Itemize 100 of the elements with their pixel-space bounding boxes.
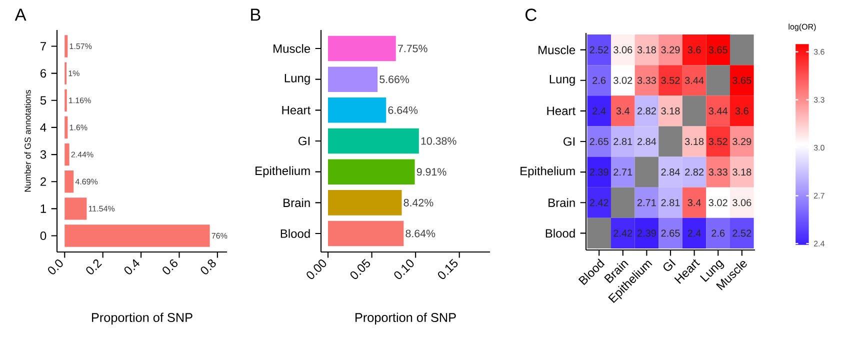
x-tick-label: 0.05 — [350, 258, 370, 280]
y-tick-label: 7 — [40, 42, 46, 50]
chart-title: B — [251, 8, 260, 21]
chart-title: C — [526, 8, 536, 21]
y-tick-label: 3 — [40, 150, 46, 159]
data-label: 3.52 — [708, 138, 728, 146]
y-tick-label: Heart — [547, 106, 576, 116]
data-label: 3.29 — [661, 46, 680, 54]
data-label: 2.65 — [590, 138, 608, 146]
y-axis-title: Number of GS annotations — [24, 90, 31, 192]
y-tick-label: Brain — [284, 198, 310, 208]
data-label: 2.39 — [637, 230, 656, 237]
x-tick-label: 0.6 — [162, 259, 178, 274]
x-tick-label: 0.0 — [48, 260, 63, 274]
data-label: 1.57% — [70, 43, 92, 50]
data-label: 9.91% — [416, 168, 446, 176]
color-bar-label: 2.7 — [814, 192, 824, 198]
data-label: 2.6 — [712, 230, 725, 237]
data-label: 1% — [68, 70, 80, 76]
x-axis-title: Proportion of SNP — [356, 312, 456, 325]
data-label: 3.06 — [732, 199, 752, 206]
data-label: 11.54% — [88, 206, 115, 212]
data-label: 3.18 — [661, 107, 680, 114]
data-label: 3.52 — [661, 76, 680, 84]
data-label: 3.33 — [637, 76, 656, 84]
data-label: 2.44% — [71, 152, 94, 158]
data-label: 1.6% — [70, 124, 88, 130]
data-label: 3.18 — [732, 168, 752, 176]
data-label: 2.84 — [637, 138, 656, 146]
data-label: 3.44 — [684, 76, 704, 84]
data-label: 3.44 — [708, 107, 728, 114]
x-tick-label: 0.00 — [306, 260, 326, 280]
data-label: 2.81 — [661, 199, 680, 206]
x-tick-label: 0.4 — [124, 259, 140, 274]
data-label: 2.52 — [732, 230, 752, 237]
y-tick-label: Epithelium — [256, 166, 310, 178]
data-label: 3.6 — [735, 107, 748, 114]
y-tick-label: Epithelium — [520, 166, 575, 178]
y-tick-label: Brain — [548, 198, 575, 208]
data-label: 3.18 — [684, 138, 704, 146]
y-tick-label: Heart — [282, 106, 311, 114]
y-tick-label: Blood — [280, 229, 310, 238]
data-label: 76% — [212, 232, 228, 239]
data-label: 2.65 — [661, 230, 680, 237]
data-label: 2.4 — [592, 107, 606, 114]
x-tick-label: 0.15 — [438, 258, 458, 280]
y-tick-label: GI — [298, 136, 310, 146]
data-label: 3.02 — [614, 76, 632, 84]
color-bar-label: 3.3 — [814, 96, 824, 103]
data-label: 2.71 — [637, 199, 656, 206]
data-label: 5.66% — [380, 76, 410, 84]
y-tick-label: Muscle — [274, 44, 310, 53]
x-tick-label: 0.2 — [86, 259, 102, 274]
data-label: 2.42 — [614, 230, 632, 237]
data-label: 2.39 — [590, 168, 608, 176]
data-label: 4.69% — [75, 178, 98, 184]
color-bar-label: 3.6 — [814, 49, 824, 55]
y-tick-label: Lung — [284, 74, 310, 85]
data-label: 2.4 — [688, 230, 701, 237]
data-label: 2.6 — [592, 76, 606, 84]
y-tick-label: 6 — [40, 69, 46, 78]
data-label: 3.18 — [637, 46, 656, 54]
data-label: 2.52 — [590, 46, 608, 54]
data-label: 3.33 — [708, 168, 728, 176]
y-tick-label: 1 — [40, 204, 46, 213]
data-label: 3.6 — [688, 46, 701, 54]
data-label: 3.4 — [688, 199, 701, 206]
data-label: 8.42% — [404, 198, 434, 206]
y-tick-label: Blood — [546, 228, 575, 238]
y-tick-label: 4 — [40, 123, 46, 132]
data-label: 7.75% — [398, 44, 428, 52]
data-label: 3.65 — [732, 76, 752, 84]
y-tick-label: Lung — [550, 75, 575, 86]
y-tick-label: 2 — [40, 177, 46, 186]
data-label: 3.29 — [732, 138, 752, 146]
data-label: 6.64% — [388, 106, 418, 114]
color-bar-title: log(OR) — [788, 24, 816, 32]
y-tick-label: 5 — [40, 96, 46, 105]
x-axis-title: Proportion of SNP — [92, 312, 192, 325]
color-bar-label: 2.4 — [814, 240, 824, 246]
data-label: 2.82 — [685, 168, 704, 176]
data-label: 3.65 — [708, 46, 728, 54]
color-bar-label: 3.0 — [814, 144, 824, 151]
data-label: 2.71 — [614, 168, 632, 176]
y-tick-label: Muscle — [538, 45, 576, 54]
chart-title: A — [14, 8, 26, 21]
data-label: 2.82 — [637, 107, 656, 114]
data-label: 2.42 — [590, 199, 608, 206]
data-label: 2.81 — [614, 138, 632, 146]
x-tick-label: GI — [664, 258, 676, 271]
y-tick-label: 0 — [40, 232, 46, 240]
data-label: 3.4 — [616, 107, 630, 114]
data-label: 8.64% — [406, 230, 436, 238]
data-label: 3.06 — [614, 46, 632, 54]
data-label: 2.84 — [661, 168, 680, 176]
x-tick-label: 0.8 — [200, 259, 216, 274]
data-label: 10.38% — [421, 137, 456, 145]
data-label: 1.16% — [69, 98, 91, 104]
y-tick-label: GI — [564, 137, 575, 146]
x-tick-label: 0.10 — [394, 260, 414, 280]
